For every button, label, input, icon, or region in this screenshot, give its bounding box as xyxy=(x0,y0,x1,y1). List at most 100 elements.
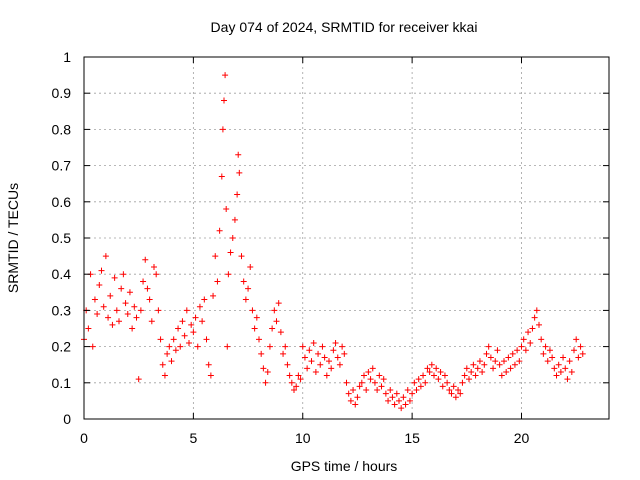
data-point xyxy=(505,354,512,361)
x-tick-label: 20 xyxy=(514,430,530,446)
data-point xyxy=(251,325,258,332)
data-point xyxy=(238,253,245,260)
data-point xyxy=(431,372,437,379)
data-point xyxy=(498,372,505,379)
data-point xyxy=(549,354,556,361)
data-point xyxy=(369,365,376,372)
data-point xyxy=(343,379,350,386)
data-point xyxy=(144,285,151,292)
y-tick-label: 1 xyxy=(63,49,71,65)
data-point xyxy=(413,387,420,394)
data-point xyxy=(435,376,442,383)
data-point xyxy=(221,97,227,104)
data-point xyxy=(463,365,470,372)
data-point xyxy=(199,318,206,325)
data-point xyxy=(148,318,155,325)
y-tick-label: 0.5 xyxy=(52,230,72,246)
data-point xyxy=(218,173,225,180)
data-point xyxy=(389,394,396,401)
data-point xyxy=(371,379,378,386)
data-point xyxy=(527,339,534,346)
data-point xyxy=(354,394,361,401)
data-point xyxy=(253,314,260,321)
data-point xyxy=(391,401,398,408)
data-point xyxy=(441,372,448,379)
data-point xyxy=(153,271,160,278)
data-point xyxy=(553,372,560,379)
data-point xyxy=(437,368,444,375)
data-point xyxy=(529,325,536,332)
data-point xyxy=(428,361,435,368)
data-point xyxy=(452,394,459,401)
data-point xyxy=(212,253,219,260)
data-point xyxy=(113,307,120,314)
data-point xyxy=(304,365,311,372)
data-point xyxy=(323,372,330,379)
data-point xyxy=(222,72,229,79)
data-point xyxy=(131,303,138,310)
data-point xyxy=(89,343,96,350)
data-point xyxy=(236,169,243,176)
data-point xyxy=(120,271,127,278)
y-tick-label: 0.3 xyxy=(52,302,72,318)
data-point xyxy=(157,336,164,343)
data-point xyxy=(231,216,238,223)
data-point xyxy=(455,387,462,394)
y-tick-label: 0.6 xyxy=(52,194,72,210)
data-point xyxy=(485,343,492,350)
data-point xyxy=(448,390,455,397)
data-point xyxy=(422,379,429,386)
data-point xyxy=(476,358,483,365)
data-point xyxy=(306,347,313,354)
data-point xyxy=(503,368,510,375)
data-point xyxy=(555,361,562,368)
data-point xyxy=(205,361,212,368)
data-point xyxy=(363,387,370,394)
chart-title: Day 074 of 2024, SRMTID for receiver kka… xyxy=(211,19,478,35)
data-point xyxy=(345,390,352,397)
data-point xyxy=(140,278,147,285)
data-point xyxy=(264,368,271,375)
data-point xyxy=(352,401,359,408)
data-point xyxy=(116,318,122,325)
data-point xyxy=(166,343,173,350)
data-point xyxy=(297,376,304,383)
data-point xyxy=(137,307,144,314)
data-point xyxy=(579,350,586,357)
data-point xyxy=(409,390,416,397)
data-point xyxy=(319,343,326,350)
data-point xyxy=(168,358,175,365)
data-point xyxy=(461,372,468,379)
data-point xyxy=(196,303,203,310)
y-tick-label: 0.2 xyxy=(52,339,72,355)
data-point xyxy=(557,368,564,375)
data-point xyxy=(536,321,542,328)
data-point xyxy=(522,347,529,354)
data-point xyxy=(339,343,346,350)
data-point xyxy=(501,358,507,365)
data-point xyxy=(402,401,409,408)
data-point xyxy=(129,325,136,332)
data-point xyxy=(310,339,317,346)
data-point xyxy=(151,263,157,270)
data-point xyxy=(450,383,457,390)
data-point xyxy=(367,376,374,383)
data-point xyxy=(400,394,407,401)
data-point xyxy=(288,379,295,386)
data-point xyxy=(188,321,195,328)
data-point xyxy=(356,383,363,390)
data-point xyxy=(538,336,545,343)
data-point xyxy=(96,282,103,289)
data-point xyxy=(181,332,188,339)
data-point xyxy=(334,354,341,361)
y-tick-label: 0.9 xyxy=(52,85,72,101)
data-point xyxy=(487,354,494,361)
data-point xyxy=(457,390,464,397)
data-point xyxy=(210,292,217,299)
data-point xyxy=(295,372,302,379)
data-point xyxy=(260,365,267,372)
data-point xyxy=(393,390,400,397)
data-point xyxy=(406,397,413,404)
data-point xyxy=(380,376,387,383)
data-point xyxy=(172,347,179,354)
